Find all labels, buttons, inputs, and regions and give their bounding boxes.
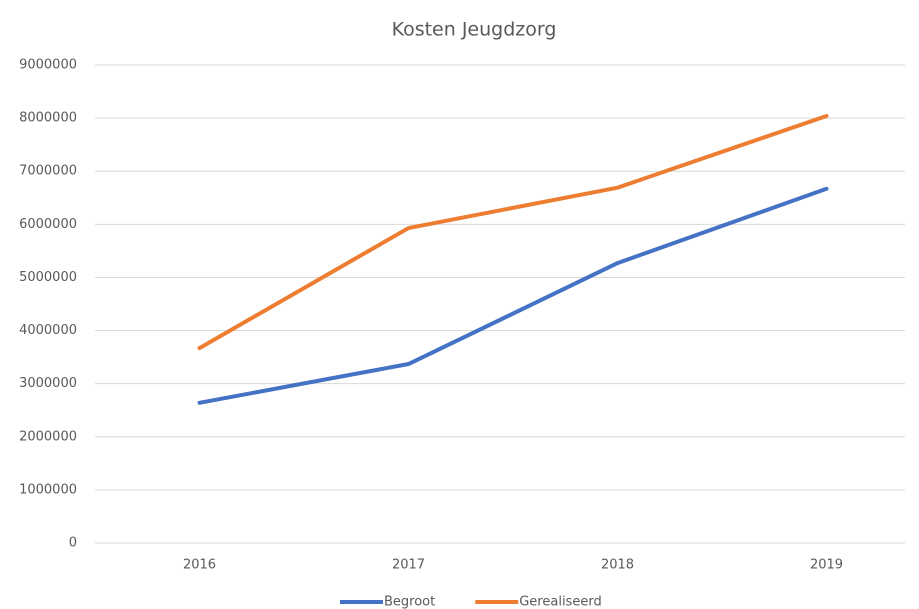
y-tick-label: 1000000 — [19, 482, 77, 497]
y-tick-label: 9000000 — [19, 58, 77, 73]
y-tick-label: 3000000 — [19, 376, 77, 391]
line-series — [197, 186, 829, 405]
legend-label: Gerealiseerd — [519, 595, 601, 609]
chart-title: Kosten Jeugdzorg — [392, 19, 557, 41]
x-tick-label: 2017 — [392, 558, 425, 573]
y-tick-label: 2000000 — [19, 429, 77, 444]
y-tick-label: 4000000 — [19, 323, 77, 338]
y-tick-label: 5000000 — [19, 270, 77, 285]
legend-label: Begroot — [384, 595, 435, 609]
x-tick-label: 2016 — [183, 558, 216, 573]
x-tick-label: 2019 — [810, 558, 843, 573]
y-tick-label: 0 — [69, 536, 77, 551]
y-tick-label: 8000000 — [19, 111, 77, 126]
y-tick-label: 7000000 — [19, 164, 77, 179]
y-tick-label: 6000000 — [19, 217, 77, 232]
line-series — [197, 113, 829, 351]
x-tick-label: 2018 — [601, 558, 634, 573]
